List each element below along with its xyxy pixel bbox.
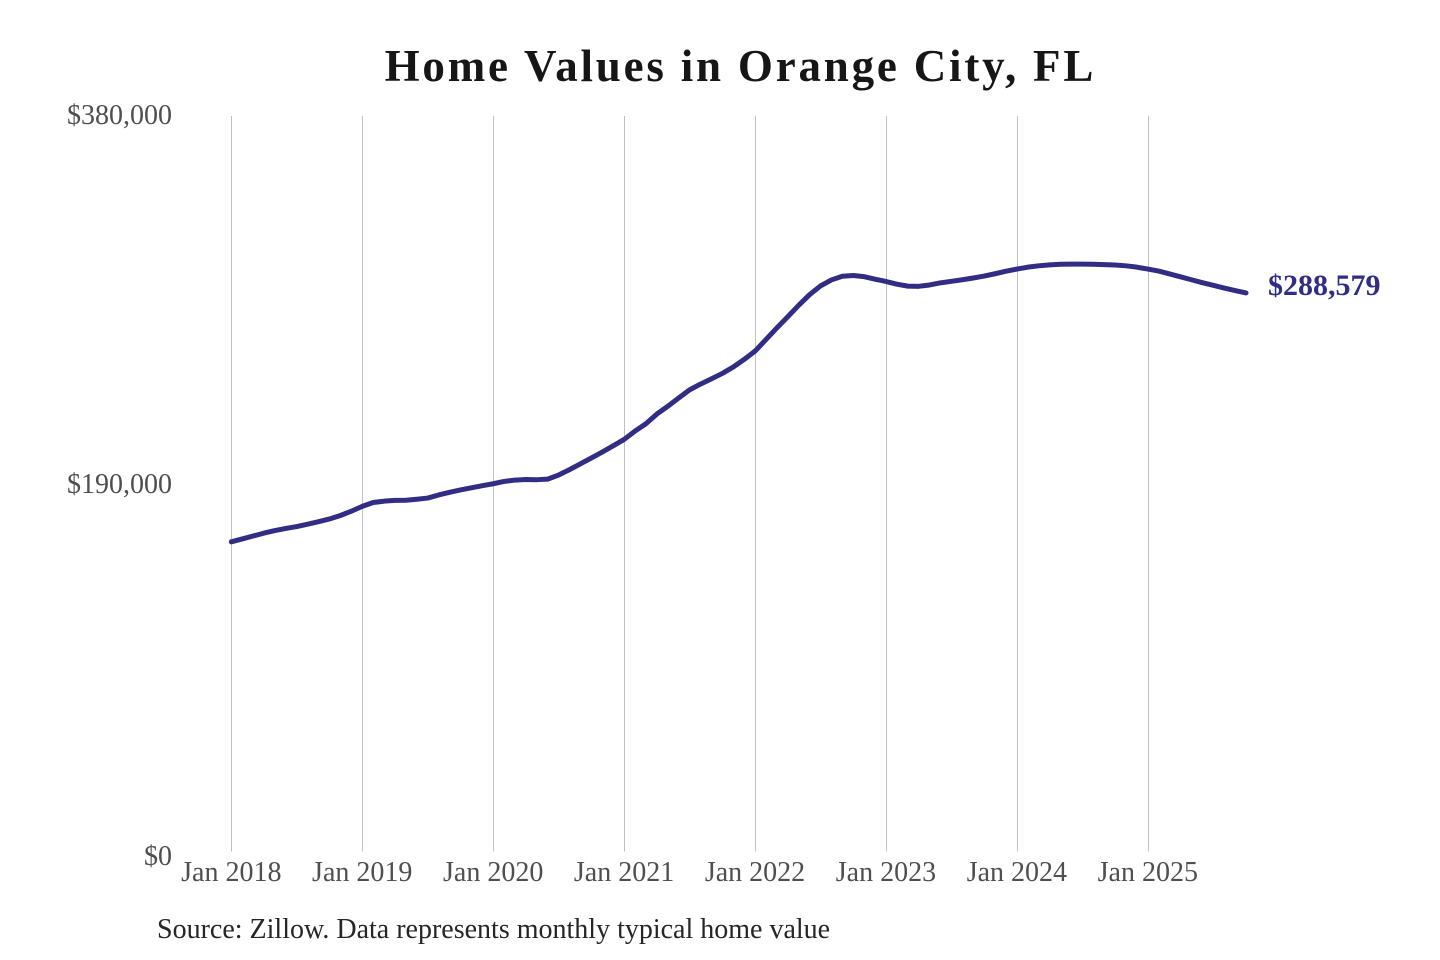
latest-value-label: $288,579 [1268, 269, 1381, 303]
x-tick-jan-2021: Jan 2021 [573, 857, 675, 888]
x-tick-jan-2018: Jan 2018 [181, 857, 282, 888]
x-tick-jan-2024: Jan 2024 [966, 857, 1068, 888]
y-tick-380000: $380,000 [67, 100, 172, 131]
y-tick-190000: $190,000 [67, 469, 172, 501]
gridlines [231, 116, 1149, 852]
x-tick-jan-2020: Jan 2020 [442, 857, 544, 888]
x-tick-jan-2023: Jan 2023 [835, 857, 937, 888]
chart-title: Home Values in Orange City, FL [384, 41, 1097, 91]
home-value-line [228, 261, 1249, 545]
x-tick-jan-2025: Jan 2025 [1097, 857, 1198, 888]
x-tick-jan-2022: Jan 2022 [704, 857, 806, 888]
x-tick-jan-2019: Jan 2019 [312, 857, 413, 888]
source-note: Source: Zillow. Data represents monthly … [157, 914, 831, 945]
y-tick-0: $0 [144, 840, 172, 872]
